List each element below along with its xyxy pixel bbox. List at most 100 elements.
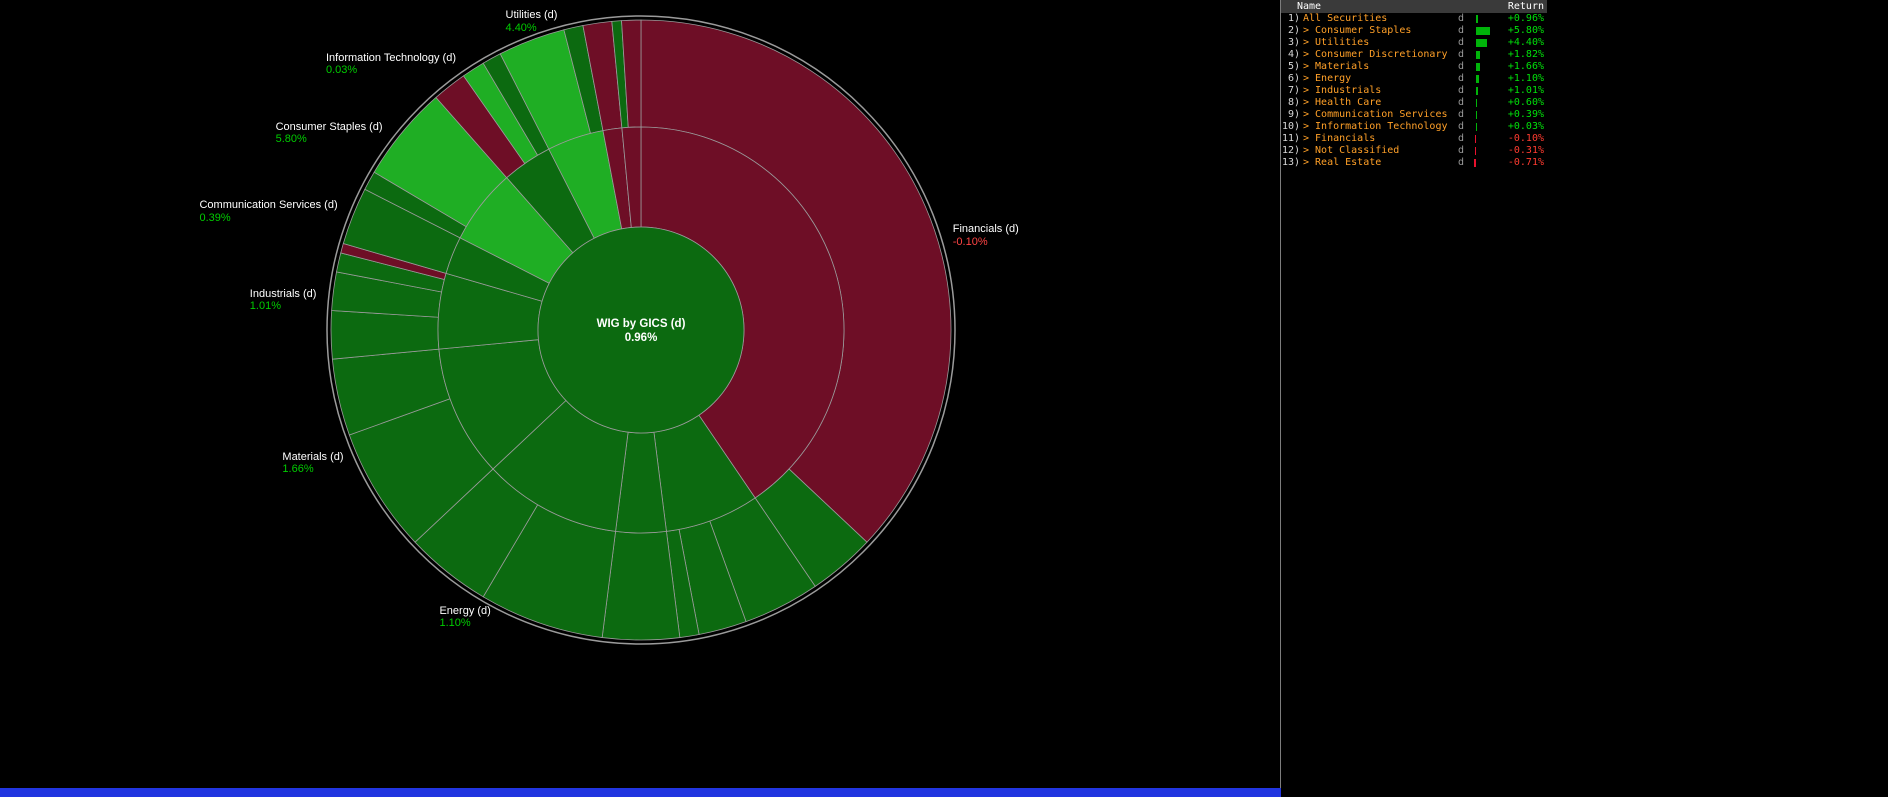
column-header-name[interactable]: Name [1297,1,1322,12]
table-row[interactable]: 4) > Consumer Discretionary d +1.82% [1281,49,1547,61]
chart-center-title: WIG by GICS (d) [597,318,686,330]
row-flag: d [1458,25,1465,36]
row-return: +4.40% [1507,37,1544,48]
table-row[interactable]: 11) > Financials d -0.10% [1281,133,1547,145]
row-flag: d [1458,133,1465,144]
row-name[interactable]: > Utilities [1303,37,1370,48]
row-number: 9) [1287,109,1300,120]
row-flag: d [1458,145,1465,156]
row-return: -0.10% [1507,133,1544,144]
row-number: 6) [1287,73,1300,84]
row-return-bar [1470,123,1496,131]
row-return: +5.80% [1507,25,1544,36]
row-number: 2) [1287,25,1300,36]
row-number: 11) [1282,133,1301,144]
row-return-bar [1470,87,1496,95]
row-flag: d [1458,97,1465,108]
row-return-bar [1470,51,1496,59]
row-flag: d [1458,85,1465,96]
table-row[interactable]: 12) > Not Classified d -0.31% [1281,145,1547,157]
table-row[interactable]: 9) > Communication Services d +0.39% [1281,109,1547,121]
row-flag: d [1458,109,1465,120]
row-return-bar [1470,63,1496,71]
table-row[interactable]: 7) > Industrials d +1.01% [1281,85,1547,97]
row-name[interactable]: All Securities [1303,13,1388,24]
column-header-return[interactable]: Return [1507,1,1544,12]
row-return-bar [1470,75,1496,83]
table-row[interactable]: 8) > Health Care d +0.60% [1281,97,1547,109]
table-row[interactable]: 5) > Materials d +1.66% [1281,61,1547,73]
panel-divider [1280,0,1281,797]
table-row[interactable]: 3) > Utilities d +4.40% [1281,37,1547,49]
row-name[interactable]: > Real Estate [1303,157,1382,168]
row-number: 10) [1282,121,1301,132]
row-flag: d [1458,121,1465,132]
row-return: +0.96% [1507,13,1544,24]
row-name[interactable]: > Consumer Discretionary [1303,49,1448,60]
returns-panel: Name Return 1) All Securities d +0.96% 2) > C… [1281,0,1547,169]
sunburst-svg: WIG by GICS (d) 0.96% [326,15,956,645]
row-return: +0.03% [1507,121,1544,132]
row-name[interactable]: > Consumer Staples [1303,25,1412,36]
sunburst-outer-boundary [326,15,956,645]
sector-label-value: 1.01% [249,300,281,313]
row-number: 4) [1287,49,1300,60]
row-return-bar [1470,39,1496,47]
row-number: 7) [1287,85,1300,96]
row-flag: d [1458,13,1465,24]
sector-label-value: -0.10% [952,235,988,248]
row-return: -0.31% [1507,145,1544,156]
row-return: -0.71% [1507,157,1544,168]
row-return: +1.66% [1507,61,1544,72]
table-row[interactable]: 10) > Information Technology d +0.03% [1281,121,1547,133]
sector-label-name: Industrials (d) [249,287,317,300]
sunburst-outer-ring [330,19,952,641]
row-name[interactable]: > Not Classified [1303,145,1400,156]
sector-label-name: Financials (d) [952,223,1019,236]
table-row[interactable]: 6) > Energy d +1.10% [1281,73,1547,85]
row-return: +1.10% [1507,73,1544,84]
row-return-bar [1470,147,1496,155]
row-flag: d [1458,61,1465,72]
sector-label-value: 0.39% [199,211,231,224]
table-row[interactable]: 2) > Consumer Staples d +5.80% [1281,25,1547,37]
row-return: +0.39% [1507,109,1544,120]
sunburst-inner-ring [437,126,845,534]
row-name[interactable]: > Information Technology [1303,121,1448,132]
chart-center-value: 0.96% [625,332,658,344]
table-row[interactable]: 13) > Real Estate d -0.71% [1281,157,1547,169]
row-name[interactable]: > Materials [1303,61,1370,72]
row-name[interactable]: > Health Care [1303,97,1382,108]
row-number: 12) [1282,145,1301,156]
chart-region: WIG by GICS (d) 0.96% Financials (d) -0.1… [199,9,1019,650]
row-number: 8) [1287,97,1300,108]
returns-table: 1) All Securities d +0.96% 2) > Consumer Stap… [1281,13,1547,169]
row-flag: d [1458,49,1465,60]
sector-label: Communication Services (d) 0.39% [199,199,337,224]
row-return-bar [1470,111,1496,119]
row-number: 3) [1287,37,1300,48]
row-name[interactable]: > Energy [1303,73,1352,84]
row-return: +1.82% [1507,49,1544,60]
row-flag: d [1458,73,1465,84]
panel-header: Name Return [1281,0,1547,13]
row-number: 1) [1287,13,1300,24]
row-return: +1.01% [1507,85,1544,96]
row-flag: d [1458,157,1465,168]
row-name[interactable]: > Financials [1303,133,1376,144]
row-name[interactable]: > Industrials [1303,85,1382,96]
table-row[interactable]: 1) All Securities d +0.96% [1281,13,1547,25]
row-name[interactable]: > Communication Services [1303,109,1448,120]
row-number: 13) [1282,157,1301,168]
row-return-bar [1470,27,1496,35]
row-return: +0.60% [1507,97,1544,108]
sector-label-name: Communication Services (d) [199,199,338,212]
sector-label: Industrials (d) 1.01% [250,288,317,313]
row-flag: d [1458,37,1465,48]
sunburst-chart: WIG by GICS (d) 0.96% Financials (d) -0.1… [199,9,1019,650]
sector-label: Financials (d) -0.10% [953,223,1019,248]
sunburst-center[interactable] [537,226,745,434]
row-number: 5) [1287,61,1300,72]
bottom-bar [0,788,1281,797]
row-return-bar [1470,159,1496,167]
